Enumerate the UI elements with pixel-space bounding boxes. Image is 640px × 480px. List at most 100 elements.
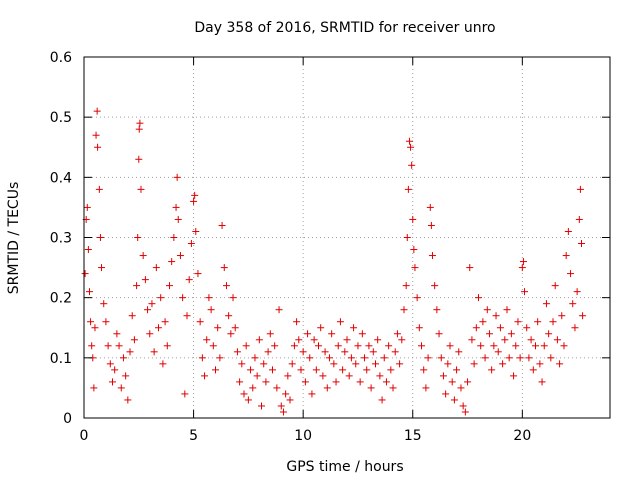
data-point <box>413 294 421 302</box>
data-point <box>488 366 496 374</box>
data-point <box>457 384 465 392</box>
data-point <box>547 354 555 362</box>
data-point <box>540 342 548 350</box>
data-point <box>387 366 395 374</box>
data-point <box>400 306 408 314</box>
data-point <box>418 342 426 350</box>
y-tick-label: 0.6 <box>50 50 72 66</box>
data-point <box>227 330 235 338</box>
data-point <box>361 354 369 362</box>
data-point <box>345 372 353 380</box>
data-point <box>444 360 452 368</box>
data-point <box>258 402 266 410</box>
data-point <box>220 264 228 272</box>
data-point <box>187 240 195 248</box>
data-point <box>244 396 252 404</box>
data-point <box>308 390 316 398</box>
data-point <box>529 366 537 374</box>
data-point <box>266 330 274 338</box>
data-point <box>334 342 342 350</box>
data-point <box>207 306 215 314</box>
data-point <box>468 336 476 344</box>
data-point <box>339 366 347 374</box>
data-point <box>183 312 191 320</box>
data-point <box>209 342 217 350</box>
data-point <box>512 342 520 350</box>
data-point <box>290 342 298 350</box>
data-point <box>575 215 583 223</box>
data-point <box>391 348 399 356</box>
data-point <box>492 312 500 320</box>
data-point <box>113 330 121 338</box>
data-point <box>304 330 312 338</box>
data-point <box>382 378 390 386</box>
data-point <box>477 342 485 350</box>
data-point <box>83 203 91 211</box>
data-point <box>240 390 248 398</box>
data-point <box>403 234 411 241</box>
data-point <box>96 234 104 241</box>
data-point <box>352 360 360 368</box>
data-point <box>214 324 222 332</box>
data-point <box>516 354 524 362</box>
y-tick-label: 0 <box>63 411 72 427</box>
data-point <box>312 366 320 374</box>
data-point <box>505 354 513 362</box>
data-point <box>411 264 419 272</box>
data-point <box>551 282 559 290</box>
data-point <box>95 185 103 193</box>
data-point <box>354 342 362 350</box>
data-point <box>262 378 270 386</box>
data-point <box>514 318 522 326</box>
data-point <box>571 324 579 332</box>
data-point <box>426 203 434 211</box>
data-point <box>579 312 587 320</box>
data-point <box>494 348 502 356</box>
data-point <box>255 336 263 344</box>
data-point <box>295 336 303 344</box>
data-point <box>198 354 206 362</box>
data-point <box>260 360 268 368</box>
data-point <box>315 342 323 350</box>
data-point <box>172 203 180 211</box>
data-point <box>450 396 458 404</box>
data-point <box>448 378 456 386</box>
data-point <box>130 336 138 344</box>
data-point <box>385 342 393 350</box>
data-point <box>439 372 447 380</box>
data-point <box>358 330 366 338</box>
data-point <box>284 372 292 380</box>
data-point <box>564 227 572 235</box>
data-point <box>249 384 257 392</box>
data-point <box>236 378 244 386</box>
data-point <box>407 143 415 151</box>
data-point <box>470 360 478 368</box>
data-point <box>139 252 147 260</box>
x-tick-label: 10 <box>294 428 312 444</box>
x-tick-label: 0 <box>80 428 89 444</box>
data-point <box>367 384 375 392</box>
data-point <box>576 185 584 193</box>
data-point <box>133 282 141 290</box>
data-point <box>545 330 553 338</box>
data-point <box>422 384 430 392</box>
data-point <box>538 378 546 386</box>
data-point <box>347 354 355 362</box>
data-point <box>91 324 99 332</box>
data-point <box>203 336 211 344</box>
y-tick-label: 0.1 <box>50 351 72 367</box>
data-point <box>185 276 193 284</box>
data-point <box>229 294 237 302</box>
data-point <box>286 396 294 404</box>
data-point <box>481 354 489 362</box>
y-tick-label: 0.2 <box>50 291 72 307</box>
data-point <box>558 312 566 320</box>
data-point <box>136 119 144 127</box>
data-point <box>453 366 461 374</box>
data-point <box>247 366 255 374</box>
data-point <box>81 270 89 278</box>
data-point <box>104 342 112 350</box>
data-point <box>94 143 102 151</box>
data-point <box>536 360 544 368</box>
data-point <box>271 342 279 350</box>
